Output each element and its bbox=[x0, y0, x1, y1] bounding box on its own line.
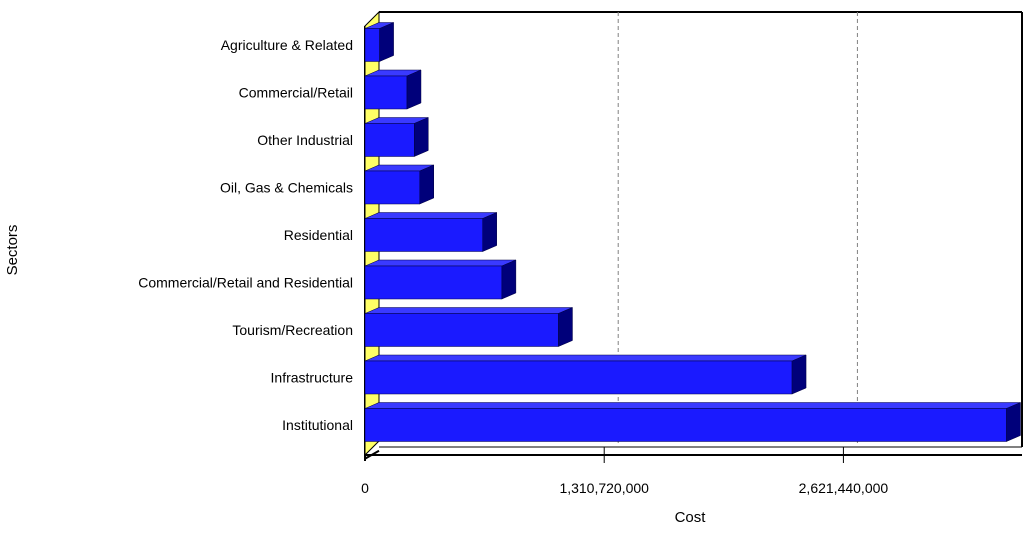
bar-end-face bbox=[1006, 402, 1021, 442]
bar-end-face bbox=[406, 69, 422, 110]
x-gridlines bbox=[603, 12, 858, 463]
bar-front-face bbox=[364, 313, 559, 347]
bar-front-face bbox=[364, 170, 420, 205]
bar bbox=[364, 307, 573, 347]
bar bbox=[364, 117, 429, 157]
bar-end-face bbox=[501, 259, 517, 300]
x-tick-label: 0 bbox=[361, 480, 369, 496]
bar-end-face bbox=[558, 307, 573, 347]
bar bbox=[364, 354, 807, 395]
bar-front-face bbox=[364, 265, 503, 300]
category-label: Residential bbox=[284, 227, 353, 243]
category-label: Other Industrial bbox=[257, 132, 353, 148]
bar-front-face bbox=[364, 28, 380, 62]
category-label: Institutional bbox=[282, 417, 353, 433]
bar-top-face bbox=[364, 307, 573, 314]
bar bbox=[364, 22, 394, 62]
x-tick-label: 2,621,440,000 bbox=[799, 480, 889, 496]
y-axis-title: Sectors bbox=[4, 225, 21, 276]
bar bbox=[364, 164, 434, 205]
bar-top-face bbox=[364, 354, 807, 362]
bar-front-face bbox=[364, 75, 408, 110]
bar-front-face bbox=[364, 408, 1007, 442]
x-tick-label: 1,310,720,000 bbox=[559, 480, 649, 496]
category-label: Commercial/Retail bbox=[239, 85, 353, 101]
bar bbox=[364, 402, 1021, 442]
bar bbox=[364, 212, 497, 252]
bar bbox=[364, 259, 517, 300]
category-labels: Agriculture & Related Commercial/Retail Ot… bbox=[138, 37, 353, 433]
bar-front-face bbox=[364, 123, 415, 157]
x-axis-title: Cost bbox=[675, 509, 707, 526]
bar-top-face bbox=[364, 402, 1021, 409]
category-label: Commercial/Retail and Residential bbox=[138, 275, 353, 291]
bar-end-face bbox=[791, 354, 807, 395]
category-label: Infrastructure bbox=[271, 370, 354, 386]
category-label: Tourism/Recreation bbox=[232, 322, 353, 338]
x-tick-labels: 0 1,310,720,000 2,621,440,000 bbox=[361, 480, 888, 496]
bar-front-face bbox=[364, 360, 793, 395]
bar-top-face bbox=[364, 259, 516, 267]
bars bbox=[364, 22, 1021, 442]
wall-tick bbox=[364, 449, 380, 460]
category-label: Oil, Gas & Chemicals bbox=[220, 180, 353, 196]
bar bbox=[364, 69, 422, 110]
bar-end-face bbox=[414, 117, 429, 157]
category-label: Agriculture & Related bbox=[221, 37, 353, 53]
bar-end-face bbox=[482, 212, 497, 252]
bar-front-face bbox=[364, 218, 483, 252]
bar-top-face bbox=[364, 212, 497, 219]
bar-end-face bbox=[419, 164, 434, 205]
bar-end-face bbox=[379, 22, 394, 62]
